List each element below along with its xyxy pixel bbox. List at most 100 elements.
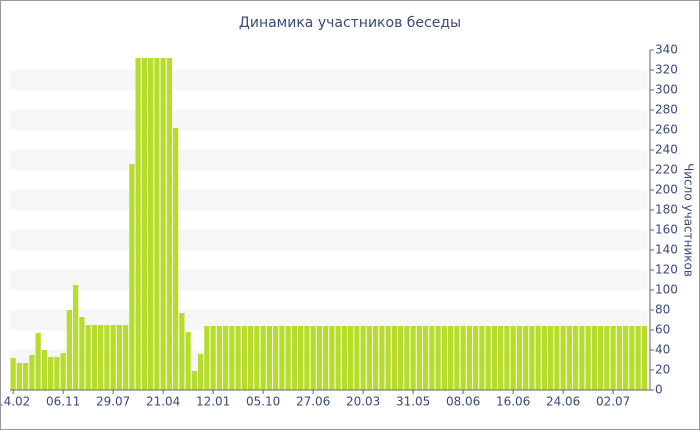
chart-title: Динамика участников беседы [239, 15, 461, 31]
bar [304, 326, 310, 390]
bar [98, 325, 104, 390]
bar [254, 326, 260, 390]
bar [179, 313, 185, 390]
bar [341, 326, 347, 390]
bar [529, 326, 535, 390]
bar [435, 326, 441, 390]
y-tick-label: 260 [655, 123, 678, 137]
bar [116, 325, 122, 390]
bar [141, 58, 147, 390]
bar [460, 326, 466, 390]
bar [285, 326, 291, 390]
bar [585, 326, 591, 390]
y-tick-label: 320 [655, 63, 678, 77]
bar [454, 326, 460, 390]
bar [591, 326, 597, 390]
bar [391, 326, 397, 390]
x-tick-label: 14.02 [0, 395, 30, 409]
bar [373, 326, 379, 390]
x-tick-label: 08.06 [446, 395, 480, 409]
bar [466, 326, 472, 390]
grid-band [10, 270, 648, 290]
bar [191, 371, 197, 390]
y-tick-label: 120 [655, 263, 678, 277]
bar [416, 326, 422, 390]
bar [516, 326, 522, 390]
x-tick-label: 06.11 [46, 395, 80, 409]
bar [16, 363, 22, 390]
x-tick-label: 16.06 [496, 395, 530, 409]
bar [491, 326, 497, 390]
bar [48, 357, 54, 390]
bar [504, 326, 510, 390]
bar [148, 58, 154, 390]
bar [73, 285, 79, 390]
bar [554, 326, 560, 390]
bar [541, 326, 547, 390]
grid-band [10, 190, 648, 210]
bar [523, 326, 529, 390]
bar [579, 326, 585, 390]
bar [104, 325, 110, 390]
bar [66, 310, 72, 390]
bar [229, 326, 235, 390]
bar [354, 326, 360, 390]
bar [329, 326, 335, 390]
x-tick-label: 24.06 [546, 395, 580, 409]
grid-band [10, 70, 648, 90]
bar [566, 326, 572, 390]
bar [23, 363, 29, 390]
bar [198, 354, 204, 390]
bar [10, 358, 16, 390]
x-tick-label: 31.05 [396, 395, 430, 409]
bar [479, 326, 485, 390]
bar [185, 332, 191, 390]
bar [54, 357, 60, 390]
y-tick-label: 180 [655, 203, 678, 217]
bar [35, 333, 41, 390]
bar [548, 326, 554, 390]
bar [110, 325, 116, 390]
grid-band [10, 110, 648, 130]
bar [248, 326, 254, 390]
bar [641, 326, 647, 390]
bar [510, 326, 516, 390]
y-tick-label: 200 [655, 183, 678, 197]
bar [85, 325, 91, 390]
bar [154, 58, 160, 390]
bar [629, 326, 635, 390]
y-tick-label: 20 [655, 363, 670, 377]
bar [173, 128, 179, 390]
bar [498, 326, 504, 390]
x-tick-label: 27.06 [296, 395, 330, 409]
bar [448, 326, 454, 390]
y-tick-label: 80 [655, 303, 670, 317]
bar [273, 326, 279, 390]
y-tick-label: 220 [655, 163, 678, 177]
grid-band [10, 230, 648, 250]
bar [129, 164, 135, 390]
bar [404, 326, 410, 390]
bar [160, 58, 166, 390]
bar [291, 326, 297, 390]
plot: 0 20 40 60 80 100 120 140 160 180 200 220 240 260 280 3… [0, 43, 678, 409]
bar [123, 325, 129, 390]
bar [635, 326, 641, 390]
bar [210, 326, 216, 390]
bar [366, 326, 372, 390]
bar [429, 326, 435, 390]
x-tick-label: 05.10 [246, 395, 280, 409]
bar [441, 326, 447, 390]
y-tick-label: 240 [655, 143, 678, 157]
bar [560, 326, 566, 390]
y-axis-label: Число участников [682, 163, 696, 277]
bar [316, 326, 322, 390]
grid-band [10, 150, 648, 170]
bar [79, 317, 85, 390]
bar [398, 326, 404, 390]
bar [310, 326, 316, 390]
y-tick-label: 280 [655, 103, 678, 117]
y-tick-label: 300 [655, 83, 678, 97]
bar [616, 326, 622, 390]
bar [298, 326, 304, 390]
